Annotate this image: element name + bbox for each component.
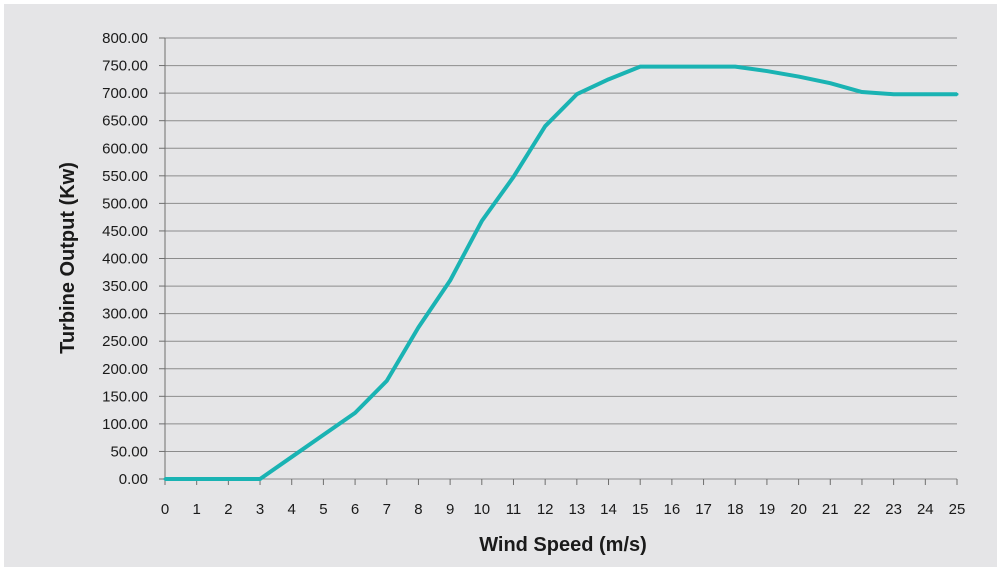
data-point-23 xyxy=(892,92,896,96)
y-tick-label-8: 400.00 xyxy=(102,251,148,268)
series-line-0 xyxy=(165,64,957,481)
x-tick-label-4: 4 xyxy=(288,501,296,518)
y-tick-label-15: 750.00 xyxy=(102,58,148,75)
x-tick-label-17: 17 xyxy=(695,501,712,518)
y-tick-label-16: 800.00 xyxy=(102,30,148,47)
data-point-24 xyxy=(923,92,927,96)
x-tick-label-5: 5 xyxy=(319,501,327,518)
x-axis-title: Wind Speed (m/s) xyxy=(479,534,647,556)
data-point-22 xyxy=(860,90,864,94)
y-tick-label-6: 300.00 xyxy=(102,306,148,323)
data-point-16 xyxy=(670,65,674,69)
y-tick-label-2: 100.00 xyxy=(102,416,148,433)
x-tick-label-2: 2 xyxy=(224,501,232,518)
data-point-3 xyxy=(258,477,262,481)
y-tick-label-9: 450.00 xyxy=(102,223,148,240)
x-tick-label-3: 3 xyxy=(256,501,264,518)
data-point-4 xyxy=(290,455,294,459)
y-tick-label-12: 600.00 xyxy=(102,140,148,157)
data-point-17 xyxy=(702,65,706,69)
y-tick-label-5: 250.00 xyxy=(102,333,148,350)
data-point-25 xyxy=(955,92,959,96)
data-point-15 xyxy=(638,65,642,69)
y-tick-label-3: 150.00 xyxy=(102,388,148,405)
data-point-2 xyxy=(226,477,230,481)
x-tick-label-22: 22 xyxy=(854,501,871,518)
y-tick-label-7: 350.00 xyxy=(102,278,148,295)
data-point-1 xyxy=(195,477,199,481)
x-tick-label-24: 24 xyxy=(917,501,934,518)
data-point-13 xyxy=(575,92,579,96)
x-tick-label-8: 8 xyxy=(414,501,422,518)
data-point-8 xyxy=(416,325,420,329)
data-point-7 xyxy=(385,379,389,383)
x-tick-label-25: 25 xyxy=(949,501,966,518)
y-tick-label-11: 550.00 xyxy=(102,168,148,185)
grid-lines xyxy=(159,37,958,485)
chart-panel xyxy=(4,4,997,567)
data-point-0 xyxy=(163,477,167,481)
data-point-9 xyxy=(448,279,452,283)
x-tick-label-23: 23 xyxy=(885,501,902,518)
x-tick-label-15: 15 xyxy=(632,501,649,518)
data-point-18 xyxy=(733,65,737,69)
y-tick-label-13: 650.00 xyxy=(102,113,148,130)
x-tick-label-7: 7 xyxy=(383,501,391,518)
x-tick-label-10: 10 xyxy=(473,501,490,518)
data-point-21 xyxy=(828,81,832,85)
x-tick-label-11: 11 xyxy=(506,501,522,518)
y-tick-label-4: 200.00 xyxy=(102,361,148,378)
x-tick-label-6: 6 xyxy=(351,501,359,518)
x-tick-label-14: 14 xyxy=(600,501,617,518)
y-axis-title: Turbine Output (Kw) xyxy=(57,162,79,354)
data-point-20 xyxy=(797,75,801,79)
x-tick-label-12: 12 xyxy=(537,501,554,518)
x-tick-label-20: 20 xyxy=(790,501,807,518)
x-tick-labels: 0 1 2 3 4 5 6 7 8 9 10 11 12 13 14 15 16 17 18 19 20 21 22 23 24… xyxy=(161,501,966,518)
data-point-10 xyxy=(480,219,484,223)
data-point-14 xyxy=(607,77,611,81)
y-tick-label-1: 50.00 xyxy=(110,443,148,460)
x-tick-label-9: 9 xyxy=(446,501,454,518)
y-tick-labels: 0.00 50.00 100.00 150.00 200.00 250.00 300.00 3… xyxy=(102,30,148,488)
x-tick-label-18: 18 xyxy=(727,501,744,518)
y-tick-label-0: 0.00 xyxy=(119,471,148,488)
x-tick-label-21: 21 xyxy=(822,501,839,518)
x-tick-label-0: 0 xyxy=(161,501,169,518)
data-point-12 xyxy=(543,124,547,128)
data-point-19 xyxy=(765,69,769,73)
data-point-5 xyxy=(321,433,325,437)
x-tick-label-13: 13 xyxy=(568,501,585,518)
x-tick-label-19: 19 xyxy=(759,501,776,518)
data-point-11 xyxy=(511,175,515,179)
x-tick-label-16: 16 xyxy=(664,501,681,518)
data-point-6 xyxy=(353,411,357,415)
series-group xyxy=(163,64,959,481)
y-tick-label-10: 500.00 xyxy=(102,195,148,212)
y-tick-label-14: 700.00 xyxy=(102,85,148,102)
x-tick-label-1: 1 xyxy=(193,501,201,518)
